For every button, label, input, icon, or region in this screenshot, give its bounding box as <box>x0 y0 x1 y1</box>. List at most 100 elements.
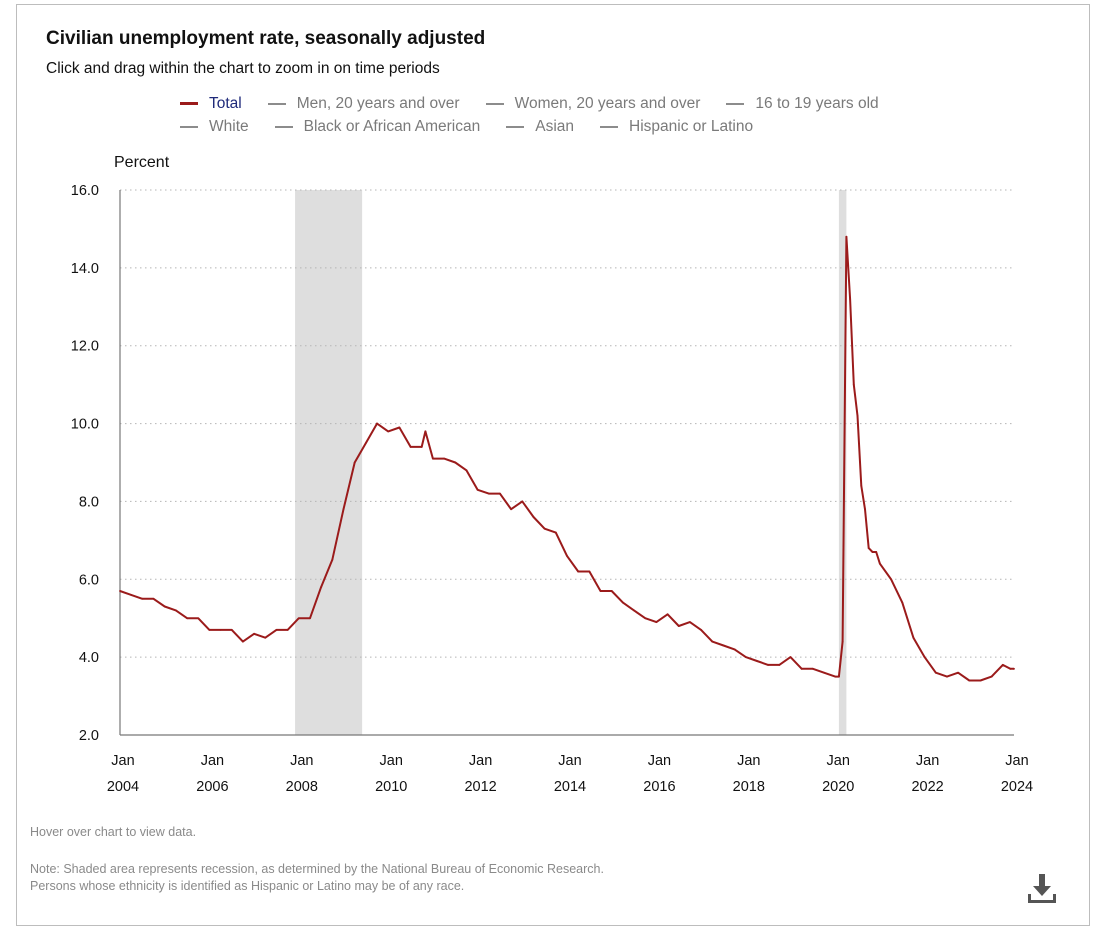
data-point <box>841 640 844 643</box>
data-point <box>934 671 937 674</box>
data-point <box>756 660 758 662</box>
data-point <box>700 628 702 631</box>
legend-item-white[interactable]: White <box>180 118 249 136</box>
data-point <box>789 656 792 659</box>
data-point <box>286 628 289 631</box>
legend-swatch <box>180 125 198 128</box>
data-point <box>376 422 378 425</box>
data-point <box>409 446 412 448</box>
x-tick-year-label: 2020 <box>822 779 854 795</box>
data-point <box>197 617 200 620</box>
legend-item-16-19[interactable]: 16 to 19 years old <box>726 94 879 113</box>
data-point <box>119 590 121 592</box>
x-tick-month-label: Jan <box>558 753 581 769</box>
x-tick-month-label: Jan <box>290 753 313 769</box>
x-tick-year-label: 2018 <box>733 779 765 795</box>
data-point <box>454 461 457 464</box>
x-tick-year-label: 2010 <box>375 779 407 795</box>
series-line-total <box>119 235 1014 682</box>
y-tick-label: 4.0 <box>79 650 99 666</box>
data-point <box>510 508 513 511</box>
data-point <box>443 457 445 460</box>
note-line-1: Note: Shaded area represents recession, … <box>30 862 604 876</box>
legend-item-black[interactable]: Black or African American <box>274 118 480 136</box>
x-tick-year-label: 2004 <box>107 779 139 795</box>
data-point <box>912 636 915 639</box>
data-point <box>867 547 870 550</box>
x-tick-month-label: Jan <box>648 753 671 769</box>
data-point <box>275 628 278 631</box>
legend-label: 16 to 19 years old <box>755 94 879 112</box>
download-button[interactable] <box>1024 870 1060 906</box>
data-point <box>990 675 993 678</box>
data-point <box>152 597 155 600</box>
x-tick-month-label: Jan <box>380 753 403 769</box>
data-point <box>543 527 546 530</box>
hover-hint: Hover over chart to view data. <box>30 825 197 839</box>
legend-item-men-20-over[interactable]: Men, 20 years and over <box>267 94 460 113</box>
data-point <box>432 457 434 460</box>
data-point <box>689 621 691 624</box>
data-point <box>644 617 647 620</box>
data-point <box>957 671 960 674</box>
legend-label: Hispanic or Latino <box>629 117 754 135</box>
data-point <box>845 235 848 238</box>
y-tick-label: 8.0 <box>79 494 99 510</box>
data-point <box>666 613 669 616</box>
data-point <box>297 617 300 620</box>
legend-swatch <box>726 102 745 105</box>
chart-panel <box>16 4 1090 926</box>
data-point <box>364 442 367 444</box>
data-point <box>588 570 591 573</box>
data-point <box>353 461 356 464</box>
legend-row-1: Total Men, 20 years and over Women, 20 y… <box>180 92 980 115</box>
data-point <box>655 621 658 624</box>
data-point <box>219 628 222 631</box>
data-point <box>979 679 982 682</box>
data-point <box>186 617 188 620</box>
legend-swatch <box>485 102 504 105</box>
legend-swatch <box>274 125 293 128</box>
legend-item-hispanic[interactable]: Hispanic or Latino <box>600 118 753 136</box>
data-point <box>398 426 401 429</box>
note-line-2: Persons whose ethnicity is identified as… <box>30 879 465 893</box>
legend-label: Total <box>209 94 242 112</box>
data-point <box>521 500 524 503</box>
x-tick-month-label: Jan <box>827 753 850 769</box>
legend-label: Men, 20 years and over <box>296 94 460 112</box>
legend-swatch <box>180 102 198 105</box>
data-point <box>577 570 580 573</box>
data-point <box>320 586 323 588</box>
legend-item-women-20-over[interactable]: Women, 20 years and over <box>485 94 701 113</box>
chart-subtitle: Click and drag within the chart to zoom … <box>46 60 440 77</box>
data-point <box>711 640 714 643</box>
data-point <box>823 671 825 674</box>
data-point <box>342 508 345 511</box>
legend-swatch <box>506 125 525 128</box>
legend-item-total[interactable]: Total <box>180 95 242 113</box>
legend-item-asian[interactable]: Asian <box>506 118 574 136</box>
x-tick-year-label: 2022 <box>911 779 943 795</box>
download-icon <box>1028 874 1056 903</box>
y-tick-label: 10.0 <box>71 417 99 433</box>
line-chart[interactable]: Percent 2.0 4.0 6.0 8.0 10.0 12.0 14.0 16.0 Jan 20… <box>0 0 1100 820</box>
data-point <box>733 648 736 651</box>
data-point <box>566 555 568 557</box>
legend-label: White <box>209 117 249 135</box>
data-point <box>163 605 166 608</box>
data-point <box>923 656 926 659</box>
y-tick-label: 16.0 <box>71 183 99 199</box>
legend-label: Women, 20 years and over <box>514 94 701 112</box>
data-point <box>253 632 256 635</box>
x-tick-month-label: Jan <box>201 753 224 769</box>
data-point <box>852 383 855 386</box>
data-point <box>722 644 725 647</box>
data-point <box>879 562 881 565</box>
x-tick-month-label: Jan <box>469 753 492 769</box>
data-point <box>599 590 602 592</box>
y-tick-label: 14.0 <box>71 261 99 277</box>
data-point <box>856 414 859 417</box>
recession-band <box>295 190 363 735</box>
data-point <box>499 492 501 495</box>
data-point <box>778 664 781 666</box>
